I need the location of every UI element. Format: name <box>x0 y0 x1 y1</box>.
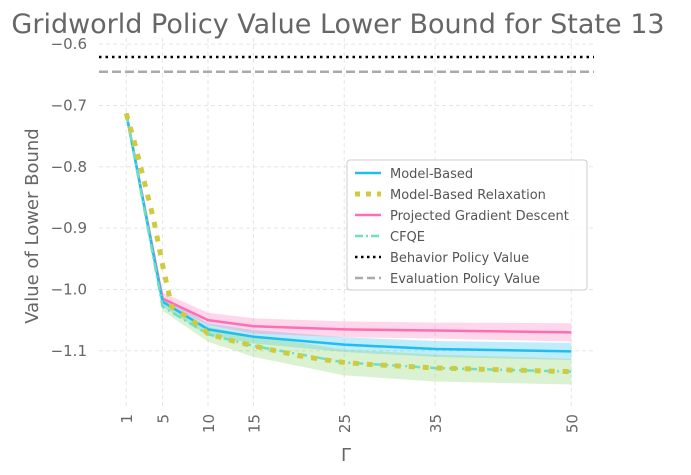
tick-labels: −0.6−0.7−0.8−0.9−1.0−1.11 5 10 15 25 35 50 <box>51 35 582 433</box>
series-line <box>125 113 572 373</box>
legend-entry: Model-Based <box>390 167 473 182</box>
y-tick-label: −0.9 <box>51 219 87 237</box>
x-tick-label: 1 <box>118 414 136 424</box>
legend: Model-Based Model-Based Relaxation Project… <box>346 159 588 291</box>
legend-box <box>346 159 588 291</box>
legend-entry: CFQE <box>390 230 425 245</box>
y-axis-label: Value of Lower Bound <box>22 128 43 323</box>
y-tick-label: −0.7 <box>51 96 87 114</box>
x-tick-label: 10 <box>200 414 218 433</box>
y-tick-label: −1.1 <box>51 342 87 360</box>
x-axis-label: Γ <box>341 445 351 466</box>
legend-entry: Behavior Policy Value <box>390 251 529 266</box>
x-tick-label: 50 <box>563 414 581 433</box>
series-line <box>123 112 572 375</box>
y-tick-label: −0.6 <box>51 35 87 53</box>
y-tick-label: −1.0 <box>51 280 87 298</box>
x-tick-label: 15 <box>245 414 263 433</box>
y-tick-label: −0.8 <box>51 158 87 176</box>
legend-entry: Evaluation Policy Value <box>390 272 540 287</box>
x-tick-label: 25 <box>336 414 354 433</box>
x-tick-label: 5 <box>155 414 173 424</box>
chart-title: Gridworld Policy Value Lower Bound for S… <box>11 9 664 40</box>
series-lines <box>99 55 594 375</box>
legend-entry: Projected Gradient Descent <box>390 209 569 224</box>
x-tick-label: 35 <box>427 414 445 433</box>
legend-entry: Model-Based Relaxation <box>390 188 546 203</box>
